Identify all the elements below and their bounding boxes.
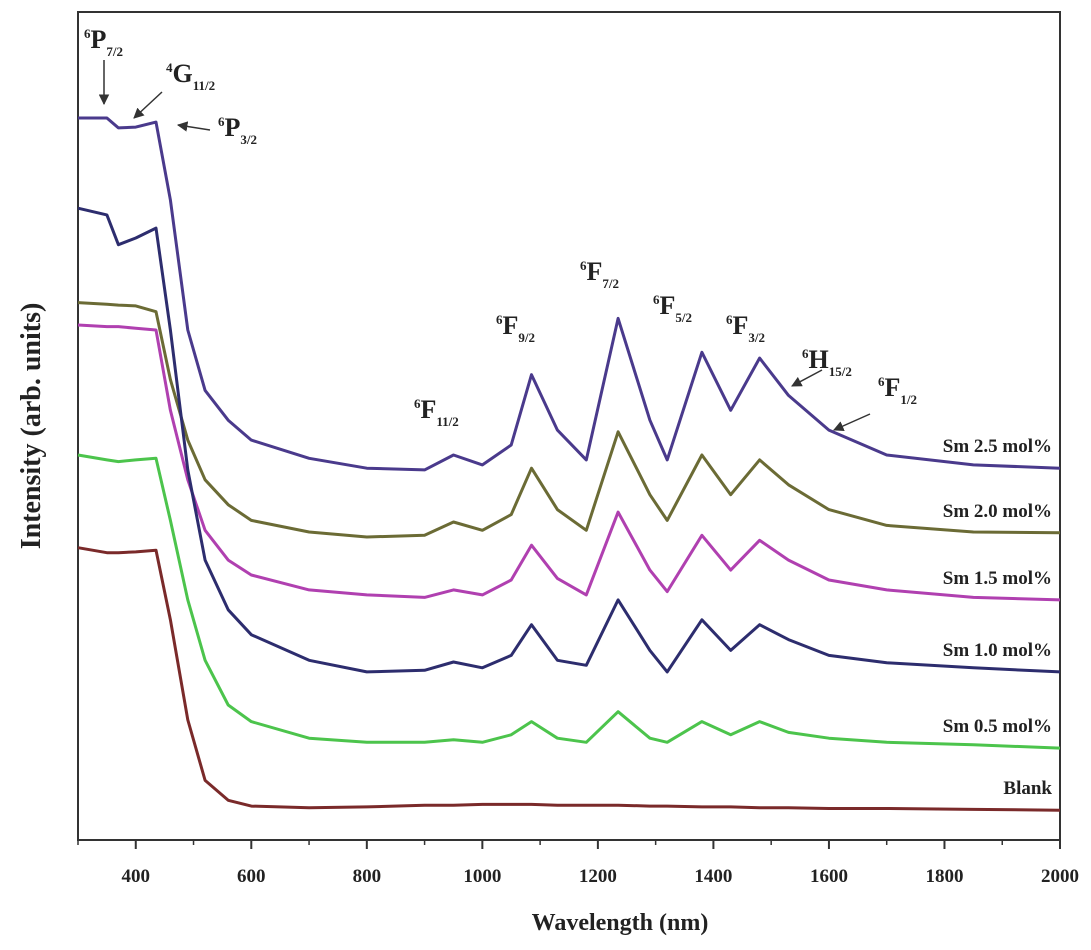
label-subscript: 7/2 — [602, 276, 619, 291]
data-line — [78, 303, 1060, 537]
x-tick-label: 1000 — [463, 866, 501, 887]
data-line — [78, 548, 1060, 811]
label-main: F — [587, 257, 603, 286]
x-tick-label: 600 — [237, 866, 266, 887]
annotation-arrow — [134, 92, 162, 118]
label-subscript: 1/2 — [900, 392, 917, 407]
x-axis-label: Wavelength (nm) — [532, 910, 709, 936]
series-label: Sm 1.0 mol% — [943, 640, 1052, 661]
transition-label: 6P7/2 — [84, 25, 123, 59]
label-subscript: 7/2 — [106, 44, 123, 59]
x-tick-label: 1600 — [810, 866, 848, 887]
x-tick-label: 800 — [353, 866, 382, 887]
series-label: Sm 2.0 mol% — [943, 501, 1052, 522]
label-main: F — [660, 291, 676, 320]
annotation-arrow — [178, 125, 210, 130]
label-main: F — [503, 311, 519, 340]
label-main: H — [809, 345, 829, 374]
data-line — [78, 118, 1060, 470]
label-subscript: 5/2 — [675, 310, 692, 325]
label-subscript: 11/2 — [436, 414, 458, 429]
series-label: Sm 2.5 mol% — [943, 436, 1052, 457]
transition-label: 4G11/2 — [166, 59, 215, 93]
label-main: G — [173, 59, 193, 88]
label-subscript: 11/2 — [193, 78, 215, 93]
label-subscript: 15/2 — [829, 364, 852, 379]
series-label: Blank — [1003, 778, 1052, 799]
transition-label: 6F11/2 — [414, 395, 459, 429]
transition-label: 6P3/2 — [218, 113, 257, 147]
x-tick-label: 1200 — [579, 866, 617, 887]
transition-label: 6F1/2 — [878, 373, 917, 407]
label-subscript: 3/2 — [748, 330, 765, 345]
x-tick-label: 400 — [122, 866, 151, 887]
label-subscript: 3/2 — [240, 132, 257, 147]
label-main: P — [91, 25, 107, 54]
label-main: F — [733, 311, 749, 340]
transition-label: 6F9/2 — [496, 311, 535, 345]
label-main: P — [225, 113, 241, 142]
annotation-arrow — [792, 370, 822, 386]
transition-label: 6F7/2 — [580, 257, 619, 291]
x-tick-label: 1400 — [694, 866, 732, 887]
chart: Wavelength (nm) Intensity (arb. units) 4… — [0, 0, 1091, 950]
transition-label: 6F3/2 — [726, 311, 765, 345]
data-line — [78, 325, 1060, 600]
annotation-arrow — [834, 414, 870, 430]
transition-label: 6H15/2 — [802, 345, 852, 379]
series-label: Sm 1.5 mol% — [943, 568, 1052, 589]
x-tick-label: 1800 — [925, 866, 963, 887]
series-label: Sm 0.5 mol% — [943, 716, 1052, 737]
label-main: F — [885, 373, 901, 402]
transition-label: 6F5/2 — [653, 291, 692, 325]
label-subscript: 9/2 — [518, 330, 535, 345]
page: Wavelength (nm) Intensity (arb. units) 4… — [0, 0, 1091, 950]
label-main: F — [421, 395, 437, 424]
y-axis-label: Intensity (arb. units) — [16, 303, 47, 550]
x-tick-label: 2000 — [1041, 866, 1079, 887]
